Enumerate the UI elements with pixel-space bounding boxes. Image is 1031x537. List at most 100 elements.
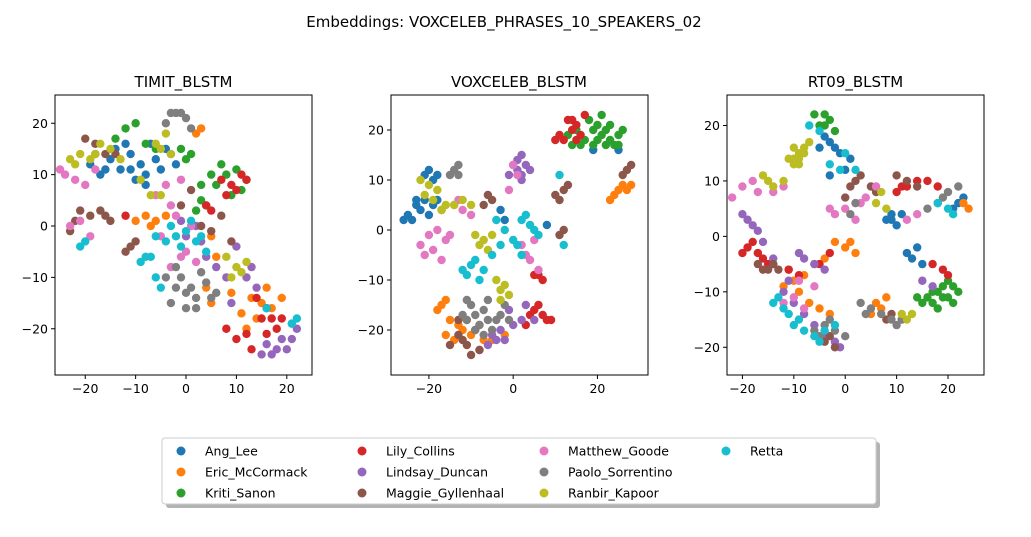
point-eric-mccormack	[815, 304, 824, 313]
point-eric-mccormack	[841, 243, 850, 252]
subplot-voxceleb: VOXCELEB_BLSTM −20 0 20 −20 −10 0 10 20	[358, 73, 649, 396]
point-lindsay-duncan	[277, 334, 286, 344]
point-lily-collins	[247, 345, 256, 354]
point-eric-mccormack	[212, 252, 221, 262]
point-retta	[492, 215, 501, 225]
y-tick-label: −20	[694, 340, 720, 355]
point-lindsay-duncan	[810, 259, 819, 269]
x-tick-label: 0	[509, 381, 517, 396]
point-maggie-gyllenhaal	[763, 265, 773, 274]
point-lily-collins	[262, 329, 271, 339]
point-matthew-goode	[437, 255, 446, 265]
point-retta	[151, 273, 160, 282]
point-ang-lee	[825, 137, 834, 147]
point-kriti-sanon	[186, 149, 196, 159]
point-retta	[815, 337, 824, 346]
point-eric-mccormack	[846, 237, 855, 247]
point-maggie-gyllenhaal	[555, 195, 564, 205]
point-paolo-sorrentino	[186, 124, 196, 133]
point-lindsay-duncan	[517, 315, 526, 325]
point-maggie-gyllenhaal	[186, 185, 196, 195]
point-eric-mccormack	[277, 293, 286, 303]
point-ranbir-kapoor	[237, 268, 246, 277]
point-ranbir-kapoor	[504, 290, 514, 300]
point-matthew-goode	[416, 240, 425, 250]
point-kriti-sanon	[207, 170, 216, 179]
point-matthew-goode	[810, 282, 819, 291]
point-ranbir-kapoor	[424, 180, 434, 190]
point-kriti-sanon	[948, 298, 958, 308]
point-matthew-goode	[55, 165, 65, 174]
point-eric-mccormack	[237, 309, 246, 318]
point-retta	[810, 331, 819, 341]
point-ranbir-kapoor	[758, 171, 768, 180]
point-ranbir-kapoor	[242, 257, 251, 267]
point-eric-mccormack	[882, 293, 891, 302]
point-maggie-gyllenhaal	[559, 225, 568, 235]
point-maggie-gyllenhaal	[454, 330, 463, 340]
point-matthew-goode	[789, 293, 799, 302]
point-lindsay-duncan	[779, 287, 788, 297]
point-kriti-sanon	[217, 160, 226, 169]
point-paolo-sorrentino	[181, 304, 191, 313]
point-paolo-sorrentino	[445, 170, 455, 180]
point-lindsay-duncan	[738, 210, 747, 219]
point-eric-mccormack	[959, 198, 968, 208]
point-ang-lee	[815, 143, 824, 152]
point-maggie-gyllenhaal	[856, 171, 865, 180]
axes-frame	[54, 94, 313, 376]
point-eric-mccormack	[851, 248, 860, 258]
point-eric-mccormack	[141, 211, 150, 220]
point-retta	[176, 242, 186, 251]
point-retta	[830, 320, 840, 330]
point-lindsay-duncan	[748, 221, 757, 230]
point-ranbir-kapoor	[222, 252, 231, 262]
legend-label-matthew-goode: Matthew_Goode	[568, 444, 669, 459]
point-ranbir-kapoor	[789, 160, 799, 169]
point-retta	[774, 293, 783, 302]
point-maggie-gyllenhaal	[217, 211, 226, 220]
point-ranbir-kapoor	[166, 149, 176, 159]
point-paolo-sorrentino	[877, 309, 886, 319]
point-matthew-goode	[86, 232, 95, 241]
point-ranbir-kapoor	[416, 175, 425, 185]
point-matthew-goode	[830, 210, 840, 219]
point-matthew-goode	[753, 187, 763, 197]
point-ranbir-kapoor	[91, 149, 100, 159]
point-paolo-sorrentino	[887, 315, 896, 324]
point-matthew-goode	[424, 230, 434, 240]
point-lily-collins	[277, 314, 286, 323]
point-paolo-sorrentino	[166, 298, 176, 308]
point-matthew-goode	[81, 180, 90, 190]
point-maggie-gyllenhaal	[101, 149, 110, 159]
point-ranbir-kapoor	[70, 160, 80, 169]
point-maggie-gyllenhaal	[626, 160, 636, 170]
point-ang-lee	[897, 210, 906, 219]
point-retta	[789, 320, 799, 330]
point-ranbir-kapoor	[789, 143, 799, 152]
point-maggie-gyllenhaal	[76, 206, 85, 215]
y-tick-label: 20	[368, 123, 384, 138]
point-paolo-sorrentino	[181, 288, 191, 297]
point-retta	[851, 165, 860, 175]
point-retta	[841, 149, 850, 158]
point-eric-mccormack	[622, 185, 632, 195]
y-tick-label: 10	[32, 167, 48, 182]
point-kriti-sanon	[954, 287, 963, 297]
point-kriti-sanon	[597, 110, 606, 120]
legend-marker-kriti-sanon	[176, 488, 186, 498]
point-kriti-sanon	[222, 170, 231, 179]
y-tick-label: −10	[358, 273, 384, 288]
point-retta	[475, 275, 484, 285]
point-lindsay-duncan	[176, 216, 186, 226]
point-ranbir-kapoor	[156, 144, 166, 154]
point-lily-collins	[267, 314, 276, 323]
point-ranbir-kapoor	[492, 275, 501, 285]
point-paolo-sorrentino	[462, 295, 472, 305]
point-retta	[769, 298, 778, 308]
point-lindsay-duncan	[504, 170, 514, 180]
point-paolo-sorrentino	[191, 304, 201, 313]
legend-label-lindsay-duncan: Lindsay_Duncan	[386, 465, 488, 480]
point-eric-mccormack	[131, 216, 140, 226]
point-retta	[76, 242, 85, 251]
